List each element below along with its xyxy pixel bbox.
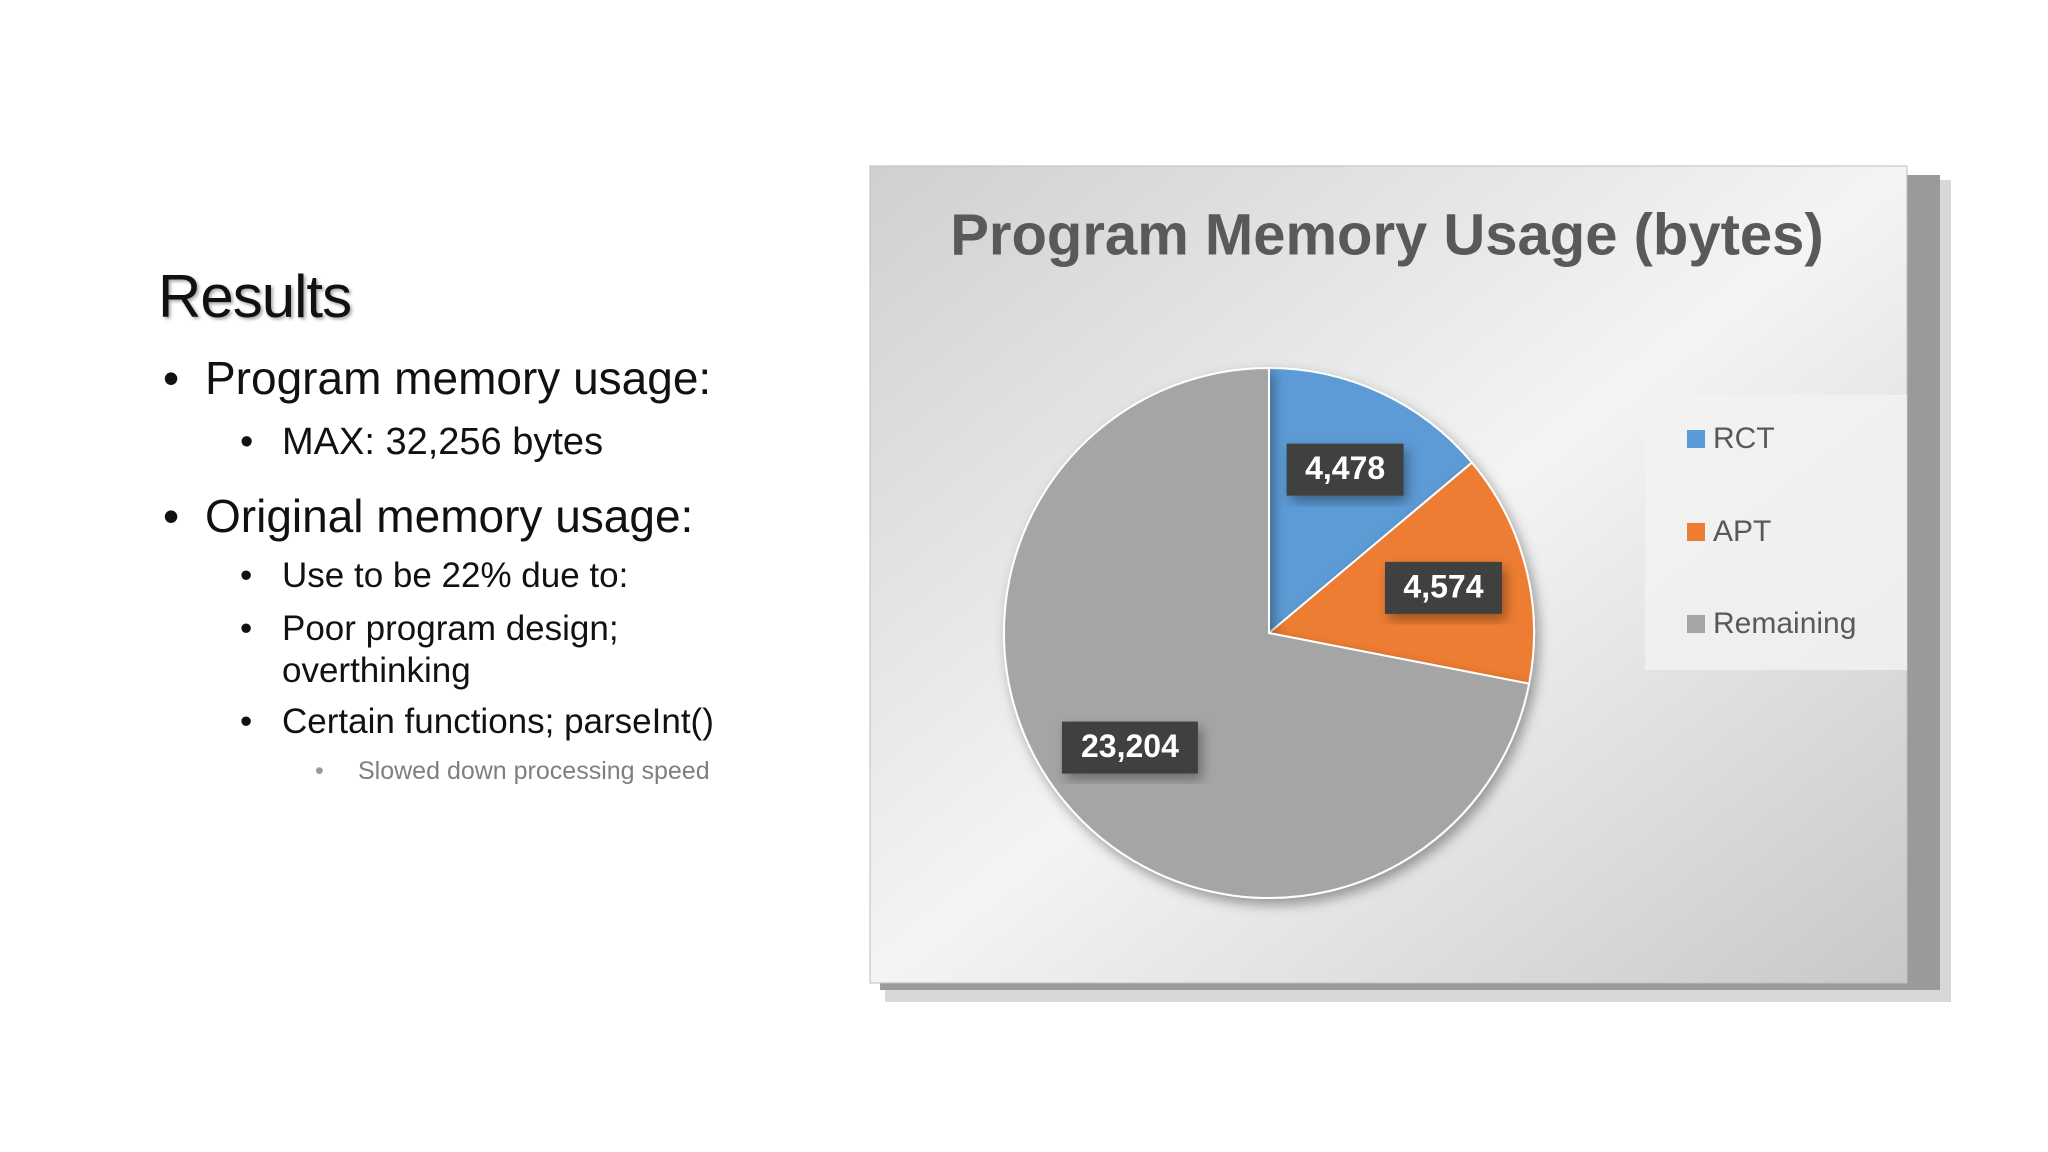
legend-label: APT (1713, 515, 1771, 548)
bullet-dot: • (315, 757, 324, 785)
bullet-dot: • (163, 490, 180, 543)
data-label: 4,574 (1403, 568, 1483, 604)
legend-swatch (1687, 615, 1705, 633)
bullet-text: MAX: 32,256 bytes (282, 421, 604, 464)
data-label-box (1061, 721, 1198, 774)
legend-swatch (1687, 430, 1705, 448)
chart-title: Program Memory Usage (bytes) (950, 202, 1823, 267)
legend-swatch (1687, 523, 1705, 541)
bullet-text: Poor program design; overthinking (282, 609, 619, 690)
data-label: 4,478 (1305, 450, 1385, 486)
data-label-box (1384, 561, 1502, 614)
bullet-dot: • (163, 352, 180, 405)
bullet-text: Program memory usage: (205, 352, 712, 405)
bullet-dot: • (240, 421, 254, 464)
data-label-box (1286, 443, 1404, 496)
bullet-dot: • (240, 609, 253, 648)
legend-label: Remaining (1713, 607, 1856, 640)
bullet-text: Original memory usage: (205, 490, 694, 543)
bullet-text: Slowed down processing speed (358, 757, 710, 785)
data-label: 23,204 (1081, 728, 1179, 764)
bullet-dot: • (240, 702, 253, 741)
legend-label: RCT (1713, 422, 1775, 455)
bullet-text: Use to be 22% due to: (282, 556, 629, 595)
bullet-dot: • (240, 556, 253, 595)
bullet-text: Certain functions; parseInt() (282, 702, 714, 741)
pie-slice (1268, 366, 1474, 636)
slide-title: Results (158, 263, 352, 330)
